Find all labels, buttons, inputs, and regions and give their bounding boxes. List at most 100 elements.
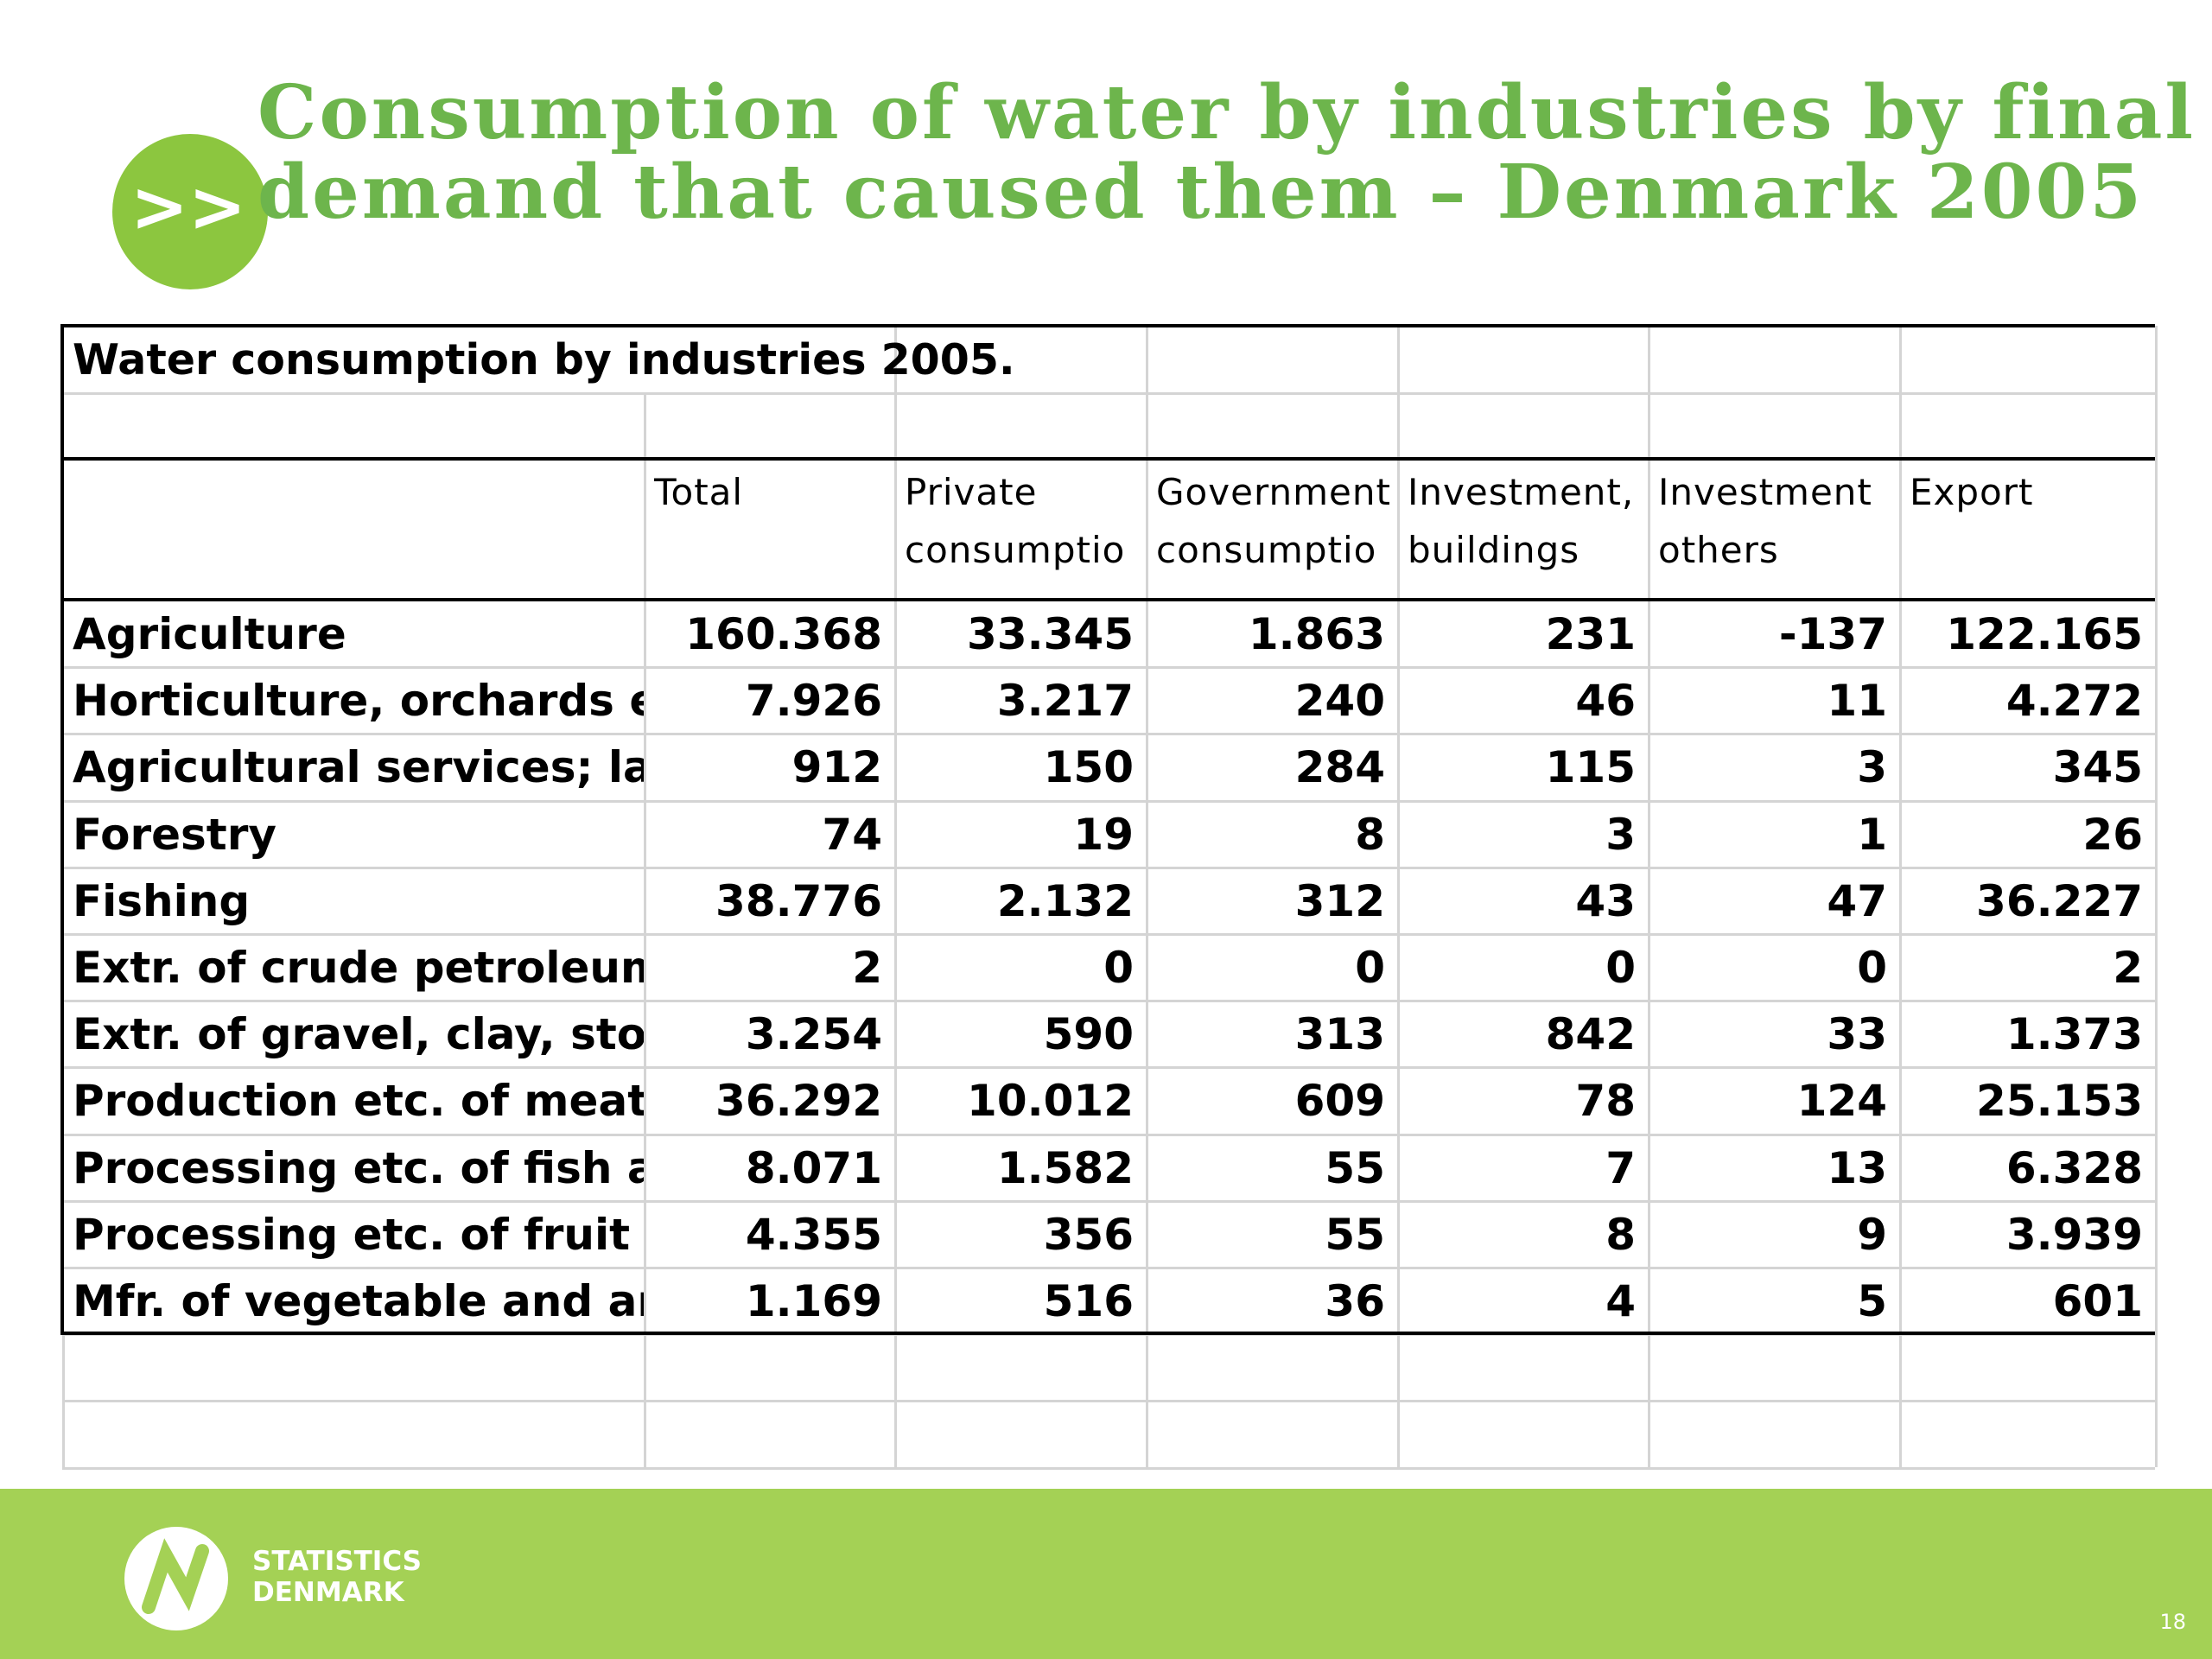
row-label: Horticulture, orchards etc. bbox=[73, 676, 644, 727]
row-label: Extr. of gravel, clay, stone a bbox=[73, 1009, 644, 1060]
row-label: Fishing bbox=[73, 875, 251, 926]
logo-line: STATISTICS bbox=[252, 1546, 422, 1577]
logo-text: STATISTICS DENMARK bbox=[252, 1546, 422, 1608]
column-header: Government bbox=[1156, 471, 1391, 513]
table-cell: 1.582 bbox=[996, 1142, 1134, 1193]
table-border bbox=[62, 1332, 2155, 1336]
table-cell: 590 bbox=[1043, 1009, 1134, 1060]
grid-line bbox=[1648, 326, 1650, 1467]
table-cell: 11 bbox=[1827, 676, 1887, 727]
column-header: Total bbox=[654, 471, 744, 513]
table-cell: 13 bbox=[1827, 1142, 1887, 1193]
row-label: Agricultural services; lands bbox=[73, 742, 644, 793]
table-cell: 7.926 bbox=[745, 676, 882, 727]
table-cell: 3.217 bbox=[996, 676, 1134, 727]
table-cell: 4.272 bbox=[2005, 676, 2143, 727]
table-cell: 2 bbox=[2113, 943, 2143, 993]
grid-line bbox=[1899, 326, 1902, 1467]
table-cell: 1.373 bbox=[2005, 1009, 2143, 1060]
row-label: Forestry bbox=[73, 809, 276, 860]
table-border bbox=[62, 324, 2155, 327]
table-border bbox=[62, 598, 2155, 601]
table-cell: 516 bbox=[1043, 1276, 1134, 1326]
table-cell: 43 bbox=[1575, 875, 1636, 926]
table-cell: 312 bbox=[1294, 875, 1385, 926]
table-cell: 9 bbox=[1857, 1209, 1887, 1260]
column-header: consumptio bbox=[905, 529, 1126, 571]
row-label: Extr. of crude petroleum, n bbox=[73, 943, 644, 993]
table-cell: 4.355 bbox=[745, 1209, 882, 1260]
title: demand that caused them – Denmark 2005 bbox=[257, 149, 2145, 236]
table-cell: 3.254 bbox=[745, 1009, 882, 1060]
row-label: Processing etc. of fruit and bbox=[73, 1209, 644, 1260]
table-cell: 0 bbox=[1355, 943, 1385, 993]
table-cell: 36.292 bbox=[715, 1076, 882, 1127]
grid-line bbox=[62, 392, 2155, 395]
svg-text:>>: >> bbox=[130, 167, 246, 247]
table-cell: 356 bbox=[1043, 1209, 1134, 1260]
row-label: Agriculture bbox=[73, 609, 346, 659]
grid-line bbox=[894, 326, 897, 1467]
row-label: Production etc. of meat an bbox=[73, 1076, 644, 1127]
table-cell: 2 bbox=[852, 943, 882, 993]
table-cell: 7 bbox=[1605, 1142, 1636, 1193]
table-cell: 8 bbox=[1355, 809, 1385, 860]
grid-line bbox=[62, 1333, 65, 1467]
column-header: Investment bbox=[1658, 471, 1872, 513]
grid-line bbox=[644, 392, 646, 1467]
table-cell: 609 bbox=[1294, 1076, 1385, 1127]
table-cell: 46 bbox=[1575, 676, 1636, 727]
column-header: Export bbox=[1910, 471, 2034, 513]
table-cell: 1 bbox=[1857, 809, 1887, 860]
grid-line bbox=[62, 1267, 2155, 1269]
grid-line bbox=[62, 1400, 2155, 1403]
column-header: Private bbox=[905, 471, 1038, 513]
footer-band: STATISTICS DENMARK 18 bbox=[0, 1489, 2212, 1659]
table-cell: 122.165 bbox=[1946, 609, 2143, 659]
column-header: buildings bbox=[1408, 529, 1580, 571]
grid-line bbox=[62, 1466, 2155, 1470]
table-cell: 115 bbox=[1545, 742, 1636, 793]
table-cell: 240 bbox=[1294, 676, 1385, 727]
grid-line bbox=[62, 933, 2155, 936]
table-cell: 19 bbox=[1073, 809, 1134, 860]
table-cell: 160.368 bbox=[685, 609, 882, 659]
column-header: Investment, bbox=[1408, 471, 1635, 513]
arrow-badge: >> bbox=[112, 134, 268, 289]
table-cell: 345 bbox=[2052, 742, 2143, 793]
table-cell: 842 bbox=[1545, 1009, 1636, 1060]
table-cell: 33 bbox=[1827, 1009, 1887, 1060]
table-cell: 231 bbox=[1545, 609, 1636, 659]
grid-line bbox=[62, 799, 2155, 803]
table-cell: 26 bbox=[2082, 809, 2143, 860]
table-cell: 3 bbox=[1857, 742, 1887, 793]
title: Consumption of water by industries by fi… bbox=[257, 69, 2196, 156]
logo-line: DENMARK bbox=[252, 1577, 404, 1608]
table-cell: 284 bbox=[1294, 742, 1385, 793]
logo-icon bbox=[124, 1527, 228, 1630]
table-cell: 0 bbox=[1857, 943, 1887, 993]
row-label: Mfr. of vegetable and anim bbox=[73, 1276, 644, 1326]
table-cell: 47 bbox=[1827, 875, 1887, 926]
grid-line bbox=[62, 866, 2155, 869]
table-cell: 2.132 bbox=[996, 875, 1134, 926]
table-cell: 55 bbox=[1325, 1209, 1385, 1260]
table-cell: 4 bbox=[1605, 1276, 1636, 1326]
grid-line bbox=[62, 1199, 2155, 1203]
table-cell: 8.071 bbox=[745, 1142, 882, 1193]
grid-line bbox=[62, 733, 2155, 736]
table-cell: 5 bbox=[1857, 1276, 1887, 1326]
table-cell: 313 bbox=[1294, 1009, 1385, 1060]
table-cell: 8 bbox=[1605, 1209, 1636, 1260]
column-header: consumptio bbox=[1156, 529, 1377, 571]
table-cell: 912 bbox=[791, 742, 882, 793]
table-cell: 6.328 bbox=[2005, 1142, 2143, 1193]
grid-line bbox=[62, 1133, 2155, 1136]
grid-line bbox=[62, 666, 2155, 670]
grid-line bbox=[62, 1000, 2155, 1003]
table-cell: 1.863 bbox=[1248, 609, 1385, 659]
grid-line bbox=[62, 1066, 2155, 1070]
table-cell: 55 bbox=[1325, 1142, 1385, 1193]
table-cell: 150 bbox=[1043, 742, 1134, 793]
